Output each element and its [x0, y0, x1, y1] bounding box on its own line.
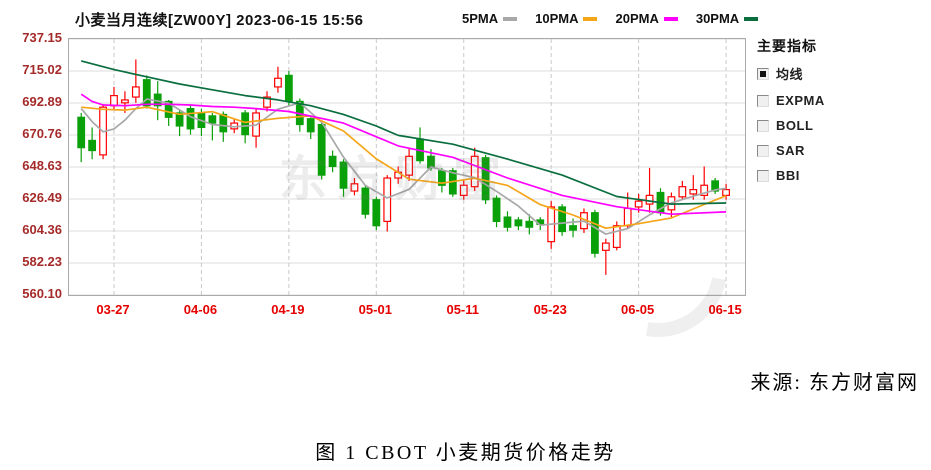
x-tick-label: 05-23 [533, 302, 567, 317]
indicator-item-均线[interactable]: 均线 [757, 64, 825, 83]
figure-caption: 图 1 CBOT 小麦期货价格走势 [315, 442, 616, 464]
legend-label: 20PMA [615, 11, 659, 26]
y-tick-label: 604.36 [22, 222, 62, 237]
indicator-item-BOLL[interactable]: BOLL [757, 118, 825, 133]
y-tick-label: 692.89 [22, 93, 62, 109]
legend-item-20PMA: 20PMA [615, 11, 678, 26]
x-tick-label: 06-15 [708, 302, 742, 317]
checkbox-icon[interactable] [757, 119, 769, 132]
checkbox-icon[interactable] [757, 94, 769, 107]
legend-color-swatch [663, 16, 678, 21]
legend-item-30PMA: 30PMA [695, 11, 759, 26]
x-tick-label: 05-11 [446, 302, 480, 317]
indicator-panel: 主要指标 均线 EXPMA BOLL SAR BBI [757, 36, 825, 193]
legend-label: 30PMA [695, 11, 740, 26]
price-chart-svg [69, 39, 745, 295]
indicator-label: 均线 [776, 67, 804, 82]
y-tick-label: 715.02 [22, 61, 62, 77]
indicator-label: SAR [776, 143, 805, 158]
checkbox-checked-icon[interactable] [757, 67, 769, 80]
checkbox-icon[interactable] [757, 169, 769, 182]
source-note: 来源: 东方财富网 [750, 372, 919, 394]
indicator-item-BBI[interactable]: BBI [757, 168, 825, 183]
checkbox-icon[interactable] [757, 144, 769, 157]
indicator-panel-title: 主要指标 [757, 38, 817, 54]
x-tick-label: 03-27 [96, 302, 130, 317]
legend-item-10PMA: 10PMA [535, 11, 598, 26]
legend-color-swatch [583, 16, 598, 21]
x-tick-label: 04-19 [271, 302, 305, 317]
y-tick-label: 648.63 [22, 157, 62, 173]
chart-title: 小麦当月连续[ZW00Y] 2023-06-15 15:56 [75, 12, 364, 29]
y-tick-label: 737.15 [22, 30, 62, 45]
indicator-label: EXPMA [776, 93, 825, 108]
indicator-label: BBI [776, 168, 800, 183]
indicator-item-EXPMA[interactable]: EXPMA [757, 93, 825, 108]
indicator-item-SAR[interactable]: SAR [757, 143, 825, 158]
indicator-label: BOLL [776, 118, 814, 133]
legend-color-swatch [503, 16, 518, 21]
x-tick-label: 06-05 [621, 302, 655, 317]
y-tick-label: 582.23 [22, 254, 62, 269]
legend-item-5PMA: 5PMA [462, 11, 518, 26]
y-tick-label: 670.76 [22, 125, 62, 141]
ma-legend: 5PMA 10PMA 20PMA 30PMA [462, 11, 759, 26]
legend-color-swatch [744, 16, 759, 21]
legend-label: 5PMA [462, 11, 499, 26]
plot-area: 东方财富 [68, 38, 755, 365]
legend-label: 10PMA [535, 11, 579, 26]
x-tick-label: 05-01 [358, 302, 392, 317]
y-tick-label: 560.10 [22, 286, 62, 301]
y-tick-label: 626.49 [22, 190, 62, 205]
x-tick-label: 04-06 [183, 302, 218, 317]
